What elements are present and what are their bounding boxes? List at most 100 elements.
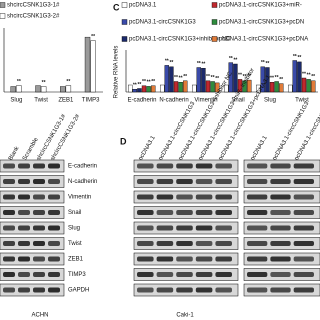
bar	[265, 67, 270, 93]
band	[48, 256, 60, 262]
lane-label: pcDNA3.1-circCSNK1G3	[158, 100, 197, 161]
band	[176, 210, 193, 215]
band	[18, 256, 30, 262]
bar	[233, 63, 238, 93]
blot-frame	[0, 283, 65, 297]
protein-label: Twist	[68, 241, 82, 247]
band	[215, 241, 232, 246]
band	[195, 241, 213, 246]
significance: **	[42, 80, 46, 86]
band	[195, 179, 213, 184]
band	[270, 163, 291, 169]
protein-label: Slug	[68, 226, 80, 232]
bar	[214, 82, 220, 93]
band	[3, 225, 15, 231]
blot-frame	[0, 206, 65, 219]
band	[293, 241, 314, 246]
band	[156, 225, 174, 231]
blot-frame	[0, 252, 65, 266]
x-tick-label: Snail	[231, 98, 244, 104]
band	[48, 163, 60, 169]
band	[195, 287, 213, 293]
bar	[137, 88, 142, 93]
significance: **	[311, 74, 315, 80]
bar	[311, 80, 316, 93]
significance: **	[243, 74, 247, 80]
band	[176, 287, 193, 293]
significance: **	[247, 73, 251, 79]
bar	[242, 80, 247, 93]
significance: **	[238, 73, 242, 79]
significance: **	[261, 60, 265, 66]
band	[176, 194, 193, 200]
bar	[279, 83, 284, 93]
lane-label: pcDNA3.1	[250, 135, 269, 162]
band	[3, 256, 15, 262]
bar	[292, 60, 297, 93]
band	[270, 194, 291, 200]
blot-frame	[0, 221, 65, 235]
legend-label: pcDNA3.1-circCSNK1G3+pcDNA	[219, 37, 308, 43]
band	[195, 225, 213, 231]
band	[293, 210, 314, 215]
bar	[10, 86, 16, 93]
band	[176, 179, 193, 184]
cell-line: ACHN	[31, 313, 48, 319]
legend-swatch	[0, 2, 6, 8]
band	[215, 194, 232, 200]
band	[176, 272, 193, 277]
band	[3, 210, 15, 215]
bar	[256, 84, 261, 93]
band	[156, 210, 174, 215]
significance: **	[137, 82, 141, 88]
band	[3, 179, 15, 184]
protein-label: N-cadherin	[68, 179, 97, 185]
band	[48, 241, 60, 246]
bar	[16, 85, 22, 93]
band	[137, 210, 154, 215]
band	[195, 194, 213, 200]
x-tick-label: Twist	[295, 98, 309, 104]
band	[195, 210, 213, 215]
significance: **	[151, 79, 155, 85]
band	[176, 163, 193, 169]
bar	[274, 81, 279, 93]
blot-frame	[0, 268, 65, 281]
panel-label: C	[113, 2, 120, 12]
band	[270, 287, 291, 293]
protein-label: Snail	[68, 210, 81, 216]
x-tick-label: Twist	[34, 98, 48, 104]
significance: **	[91, 34, 95, 40]
band	[18, 287, 30, 293]
band	[247, 225, 268, 231]
band	[156, 256, 174, 262]
legend-swatch	[211, 19, 218, 25]
significance: **	[265, 61, 269, 67]
band	[215, 179, 232, 184]
legend-label: pcDNA3.1-circCSNK1G3	[129, 20, 196, 26]
legend-swatch	[211, 36, 218, 42]
significance: **	[293, 54, 297, 60]
bar	[205, 80, 211, 93]
blot-frame	[0, 175, 65, 188]
band	[215, 225, 232, 231]
significance: **	[174, 75, 178, 81]
band	[18, 272, 30, 277]
band	[156, 163, 174, 169]
band	[215, 256, 232, 262]
legend-label: pcDNA3.1-circCSNK1G3+miR-	[219, 3, 302, 9]
band	[33, 194, 45, 200]
band	[293, 194, 314, 200]
band	[48, 287, 60, 293]
bar	[196, 67, 202, 93]
lane-label: pcDNA3.1	[138, 135, 157, 162]
significance: **	[233, 57, 237, 63]
significance: **	[206, 74, 210, 80]
band	[270, 210, 291, 215]
legend-label: pcDNA3.1	[129, 3, 157, 9]
band	[176, 241, 193, 246]
band	[176, 256, 193, 262]
band	[137, 163, 154, 169]
significance: **	[183, 74, 187, 80]
